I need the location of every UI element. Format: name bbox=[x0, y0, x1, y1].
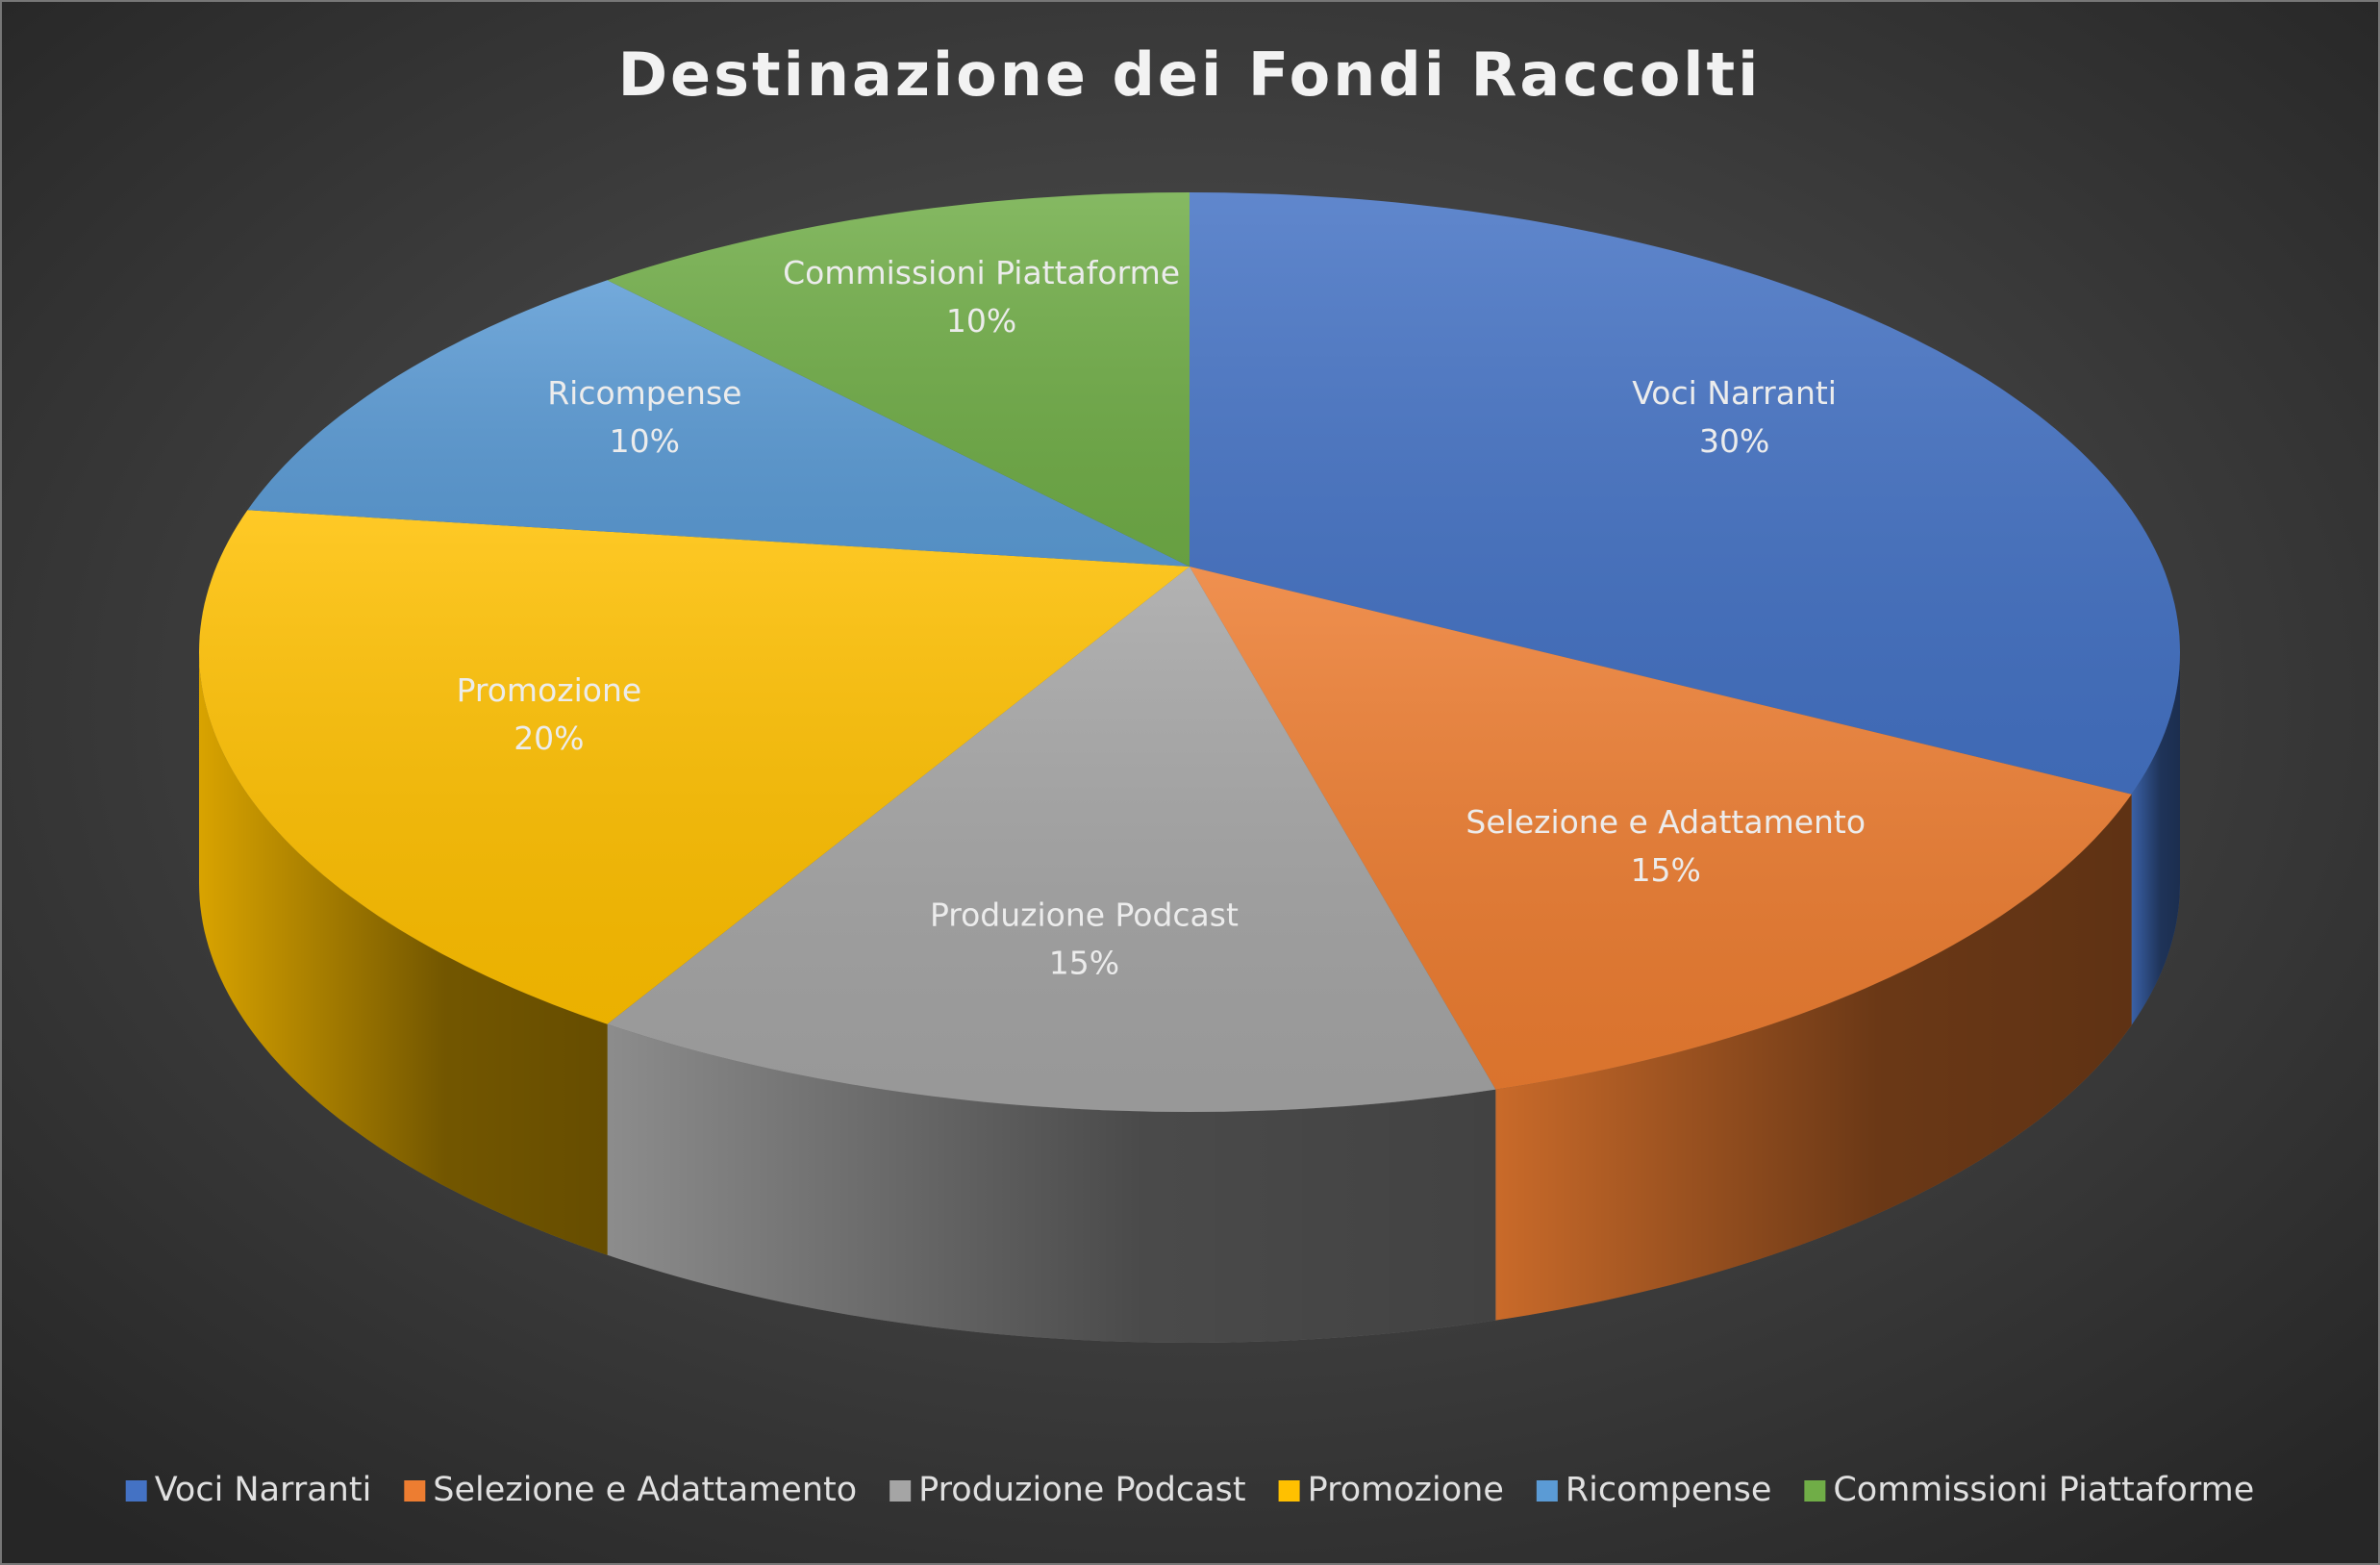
pie-slice-highlight bbox=[607, 192, 1190, 567]
data-label-name: Ricompense bbox=[547, 374, 741, 412]
chart-title: Destinazione dei Fondi Raccolti bbox=[618, 39, 1762, 110]
data-label-name: Promozione bbox=[457, 671, 642, 709]
data-label-name: Produzione Podcast bbox=[930, 896, 1239, 933]
data-label-name: Selezione e Adattamento bbox=[1466, 803, 1866, 841]
data-label-name: Commissioni Piattaforme bbox=[783, 254, 1180, 291]
legend-label: Ricompense bbox=[1566, 1471, 1772, 1509]
data-label-value: 15% bbox=[1049, 944, 1119, 981]
pie-slice-highlight bbox=[247, 280, 1190, 567]
legend-swatch bbox=[1536, 1480, 1558, 1502]
data-label-name: Voci Narranti bbox=[1632, 374, 1837, 412]
pie-side-shade bbox=[2131, 652, 2180, 1025]
data-label-value: 15% bbox=[1631, 851, 1701, 889]
pie-slice-highlight bbox=[1190, 567, 2132, 1090]
pie-side-shade bbox=[199, 652, 608, 1255]
pie-side-shade bbox=[1495, 794, 2132, 1321]
pie-slice-highlight bbox=[199, 510, 1190, 1024]
legend-label: Commissioni Piattaforme bbox=[1833, 1471, 2254, 1509]
pie-side-shade bbox=[607, 1023, 1496, 1343]
legend-swatch bbox=[889, 1480, 912, 1502]
data-label-value: 10% bbox=[946, 302, 1016, 340]
legend-label: Produzione Podcast bbox=[918, 1471, 1245, 1509]
data-label-value: 30% bbox=[1699, 422, 1769, 460]
legend-swatch bbox=[1278, 1480, 1300, 1502]
legend-label: Selezione e Adattamento bbox=[433, 1471, 857, 1509]
legend-label: Promozione bbox=[1308, 1471, 1504, 1509]
pie-slice-highlight bbox=[1190, 192, 2180, 795]
data-label-value: 10% bbox=[610, 422, 680, 460]
legend-label: Voci Narranti bbox=[155, 1471, 372, 1509]
legend-swatch bbox=[404, 1480, 426, 1502]
legend-swatch bbox=[1804, 1480, 1826, 1502]
pie-slice-highlight bbox=[607, 567, 1496, 1112]
data-label-value: 20% bbox=[514, 719, 584, 757]
legend-swatch bbox=[125, 1480, 147, 1502]
